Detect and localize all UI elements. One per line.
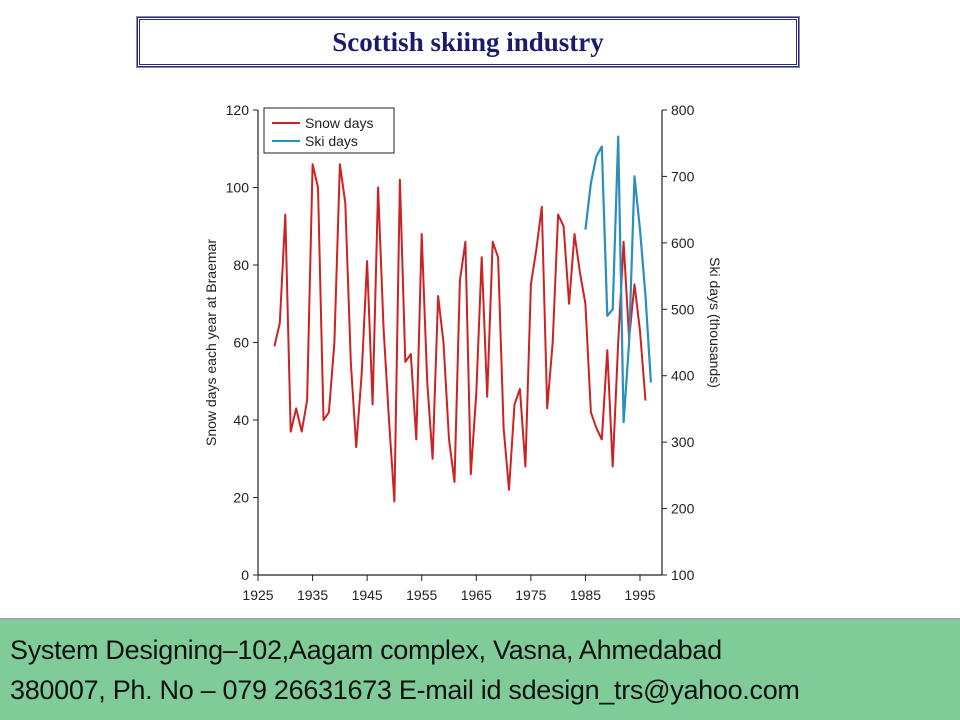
footer-contact: System Designing–102,Aagam complex, Vasn… xyxy=(0,618,960,720)
x-tick-label: 1995 xyxy=(624,587,655,603)
y2-axis-label: Ski days (thousands) xyxy=(707,257,723,388)
x-tick-label: 1965 xyxy=(461,587,492,603)
y-tick-label: 40 xyxy=(233,412,249,428)
chart-axes: 0 20 40 60 80 100 120 100 200 300 400 500 600 700 800 1… xyxy=(203,102,723,603)
footer-address: System Designing–102,Aagam complex, Vasn… xyxy=(10,635,722,665)
y2-tick-label: 600 xyxy=(671,235,695,251)
y-axis-label: Snow days each year at Braemar xyxy=(203,239,219,446)
y-tick-label: 0 xyxy=(241,567,249,583)
y-tick-label: 100 xyxy=(226,180,250,196)
legend-label: Snow days xyxy=(305,115,373,131)
y2-tick-label: 800 xyxy=(671,102,695,118)
x-tick-label: 1945 xyxy=(352,587,383,603)
y2-tick-label: 400 xyxy=(671,368,695,384)
legend-box xyxy=(263,107,395,154)
x-tick-label: 1985 xyxy=(570,587,601,603)
chart-series xyxy=(273,135,652,503)
x-tick-label: 1975 xyxy=(515,587,546,603)
y-tick-label: 20 xyxy=(233,490,249,506)
slide-title-box: Scottish skiing industry xyxy=(137,17,799,67)
slide-title: Scottish skiing industry xyxy=(332,26,604,57)
series-line-snow-days xyxy=(273,163,647,503)
x-tick-label: 1955 xyxy=(406,587,437,603)
x-tick-label: 1935 xyxy=(297,587,328,603)
y2-tick-label: 500 xyxy=(671,301,695,317)
y-tick-label: 60 xyxy=(233,335,249,351)
chart-canvas: 0 20 40 60 80 100 120 100 200 300 400 500 600 700 800 1… xyxy=(203,102,723,603)
chart-legend: Snow days Ski days xyxy=(263,107,395,154)
y-tick-label: 120 xyxy=(226,102,250,118)
y2-tick-label: 700 xyxy=(671,168,695,184)
footer-contact-details: 380007, Ph. No – 079 26631673 E-mail id … xyxy=(10,675,800,705)
series-line-ski-days xyxy=(584,135,652,424)
y2-tick-label: 100 xyxy=(671,567,695,583)
x-tick-label: 1925 xyxy=(242,587,273,603)
legend-label: Ski days xyxy=(305,133,358,149)
y2-tick-label: 200 xyxy=(671,501,695,517)
y2-tick-label: 300 xyxy=(671,434,695,450)
y-tick-label: 80 xyxy=(233,257,249,273)
chart: 0 20 40 60 80 100 120 100 200 300 400 500 600 700 800 1… xyxy=(203,102,723,603)
